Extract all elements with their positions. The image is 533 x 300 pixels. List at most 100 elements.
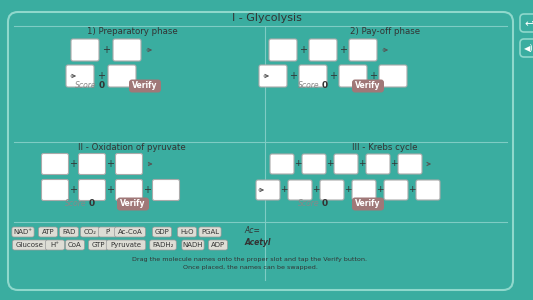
Text: +: + bbox=[390, 160, 398, 169]
FancyBboxPatch shape bbox=[288, 180, 312, 200]
FancyBboxPatch shape bbox=[182, 240, 204, 250]
FancyBboxPatch shape bbox=[12, 240, 47, 250]
FancyBboxPatch shape bbox=[8, 12, 513, 290]
FancyBboxPatch shape bbox=[99, 227, 117, 237]
Text: I - Glycolysis: I - Glycolysis bbox=[232, 13, 302, 23]
FancyBboxPatch shape bbox=[116, 179, 142, 200]
Text: +: + bbox=[339, 45, 347, 55]
Text: H⁺: H⁺ bbox=[51, 242, 60, 248]
FancyBboxPatch shape bbox=[259, 65, 287, 87]
FancyBboxPatch shape bbox=[78, 179, 106, 200]
Text: Score: Score bbox=[66, 200, 87, 208]
FancyBboxPatch shape bbox=[66, 65, 94, 87]
Text: Score: Score bbox=[298, 200, 320, 208]
Text: NAD⁺: NAD⁺ bbox=[13, 229, 33, 235]
FancyBboxPatch shape bbox=[384, 180, 408, 200]
Text: GDP: GDP bbox=[155, 229, 169, 235]
FancyBboxPatch shape bbox=[320, 180, 344, 200]
Text: Score: Score bbox=[75, 82, 97, 91]
Text: +: + bbox=[329, 71, 337, 81]
FancyBboxPatch shape bbox=[334, 154, 358, 174]
Text: Verify: Verify bbox=[120, 200, 146, 208]
Text: +: + bbox=[376, 185, 384, 194]
Text: Verify: Verify bbox=[132, 82, 158, 91]
FancyBboxPatch shape bbox=[309, 39, 337, 61]
Text: +: + bbox=[107, 185, 115, 195]
FancyBboxPatch shape bbox=[45, 240, 64, 250]
FancyBboxPatch shape bbox=[152, 227, 172, 237]
Text: Acetyl: Acetyl bbox=[244, 238, 271, 247]
FancyBboxPatch shape bbox=[520, 39, 533, 57]
Text: II - Oxidation of pyruvate: II - Oxidation of pyruvate bbox=[78, 143, 186, 152]
Text: GTP: GTP bbox=[91, 242, 105, 248]
FancyBboxPatch shape bbox=[339, 65, 367, 87]
Text: 0: 0 bbox=[99, 82, 105, 91]
FancyBboxPatch shape bbox=[269, 39, 297, 61]
Text: Once placed, the names can be swapped.: Once placed, the names can be swapped. bbox=[183, 265, 318, 269]
Text: +: + bbox=[312, 185, 320, 194]
FancyBboxPatch shape bbox=[115, 227, 146, 237]
Text: CO₂: CO₂ bbox=[84, 229, 96, 235]
Text: Pyruvate: Pyruvate bbox=[110, 242, 141, 248]
Text: +: + bbox=[408, 185, 416, 194]
Text: H₂O: H₂O bbox=[180, 229, 194, 235]
FancyBboxPatch shape bbox=[349, 39, 377, 61]
Text: +: + bbox=[326, 160, 334, 169]
Text: Verify: Verify bbox=[356, 82, 381, 91]
FancyBboxPatch shape bbox=[71, 39, 99, 61]
Text: III - Krebs cycle: III - Krebs cycle bbox=[352, 143, 418, 152]
FancyBboxPatch shape bbox=[208, 240, 228, 250]
FancyBboxPatch shape bbox=[352, 180, 376, 200]
Text: 0: 0 bbox=[322, 82, 328, 91]
FancyBboxPatch shape bbox=[398, 154, 422, 174]
Text: ATP: ATP bbox=[42, 229, 54, 235]
Text: +: + bbox=[97, 71, 105, 81]
Text: +: + bbox=[299, 45, 307, 55]
FancyBboxPatch shape bbox=[416, 180, 440, 200]
FancyBboxPatch shape bbox=[302, 154, 326, 174]
FancyBboxPatch shape bbox=[117, 197, 149, 211]
Text: CoA: CoA bbox=[68, 242, 82, 248]
FancyBboxPatch shape bbox=[299, 65, 327, 87]
Text: 0: 0 bbox=[322, 200, 328, 208]
FancyBboxPatch shape bbox=[106, 240, 146, 250]
Text: ↩: ↩ bbox=[524, 18, 533, 28]
Text: +: + bbox=[369, 71, 377, 81]
Text: +: + bbox=[143, 185, 151, 195]
Text: +: + bbox=[294, 160, 302, 169]
Text: +: + bbox=[280, 185, 288, 194]
Text: 2) Pay-off phase: 2) Pay-off phase bbox=[350, 28, 420, 37]
Text: Verify: Verify bbox=[356, 200, 381, 208]
Text: FADH₂: FADH₂ bbox=[152, 242, 174, 248]
FancyBboxPatch shape bbox=[80, 227, 100, 237]
FancyBboxPatch shape bbox=[256, 180, 280, 200]
Text: +: + bbox=[344, 185, 352, 194]
Text: Pᴵ: Pᴵ bbox=[106, 229, 111, 235]
Text: +: + bbox=[107, 159, 115, 169]
Text: FAD: FAD bbox=[62, 229, 76, 235]
FancyBboxPatch shape bbox=[108, 65, 136, 87]
FancyBboxPatch shape bbox=[177, 227, 197, 237]
Text: +: + bbox=[69, 185, 77, 195]
FancyBboxPatch shape bbox=[352, 80, 384, 92]
Text: Ac-CoA: Ac-CoA bbox=[118, 229, 142, 235]
Text: Ac=: Ac= bbox=[244, 226, 260, 235]
FancyBboxPatch shape bbox=[113, 39, 141, 61]
FancyBboxPatch shape bbox=[152, 179, 180, 200]
FancyBboxPatch shape bbox=[150, 240, 176, 250]
FancyBboxPatch shape bbox=[38, 227, 58, 237]
FancyBboxPatch shape bbox=[78, 154, 106, 175]
Text: NADH: NADH bbox=[183, 242, 203, 248]
FancyBboxPatch shape bbox=[42, 179, 69, 200]
Text: +: + bbox=[102, 45, 110, 55]
FancyBboxPatch shape bbox=[199, 227, 221, 237]
Text: ADP: ADP bbox=[211, 242, 225, 248]
FancyBboxPatch shape bbox=[66, 240, 85, 250]
Text: Score: Score bbox=[298, 82, 320, 91]
FancyBboxPatch shape bbox=[352, 197, 384, 211]
FancyBboxPatch shape bbox=[270, 154, 294, 174]
Text: Glucose: Glucose bbox=[16, 242, 44, 248]
Text: +: + bbox=[289, 71, 297, 81]
FancyBboxPatch shape bbox=[60, 227, 78, 237]
Text: ◀): ◀) bbox=[524, 44, 533, 52]
